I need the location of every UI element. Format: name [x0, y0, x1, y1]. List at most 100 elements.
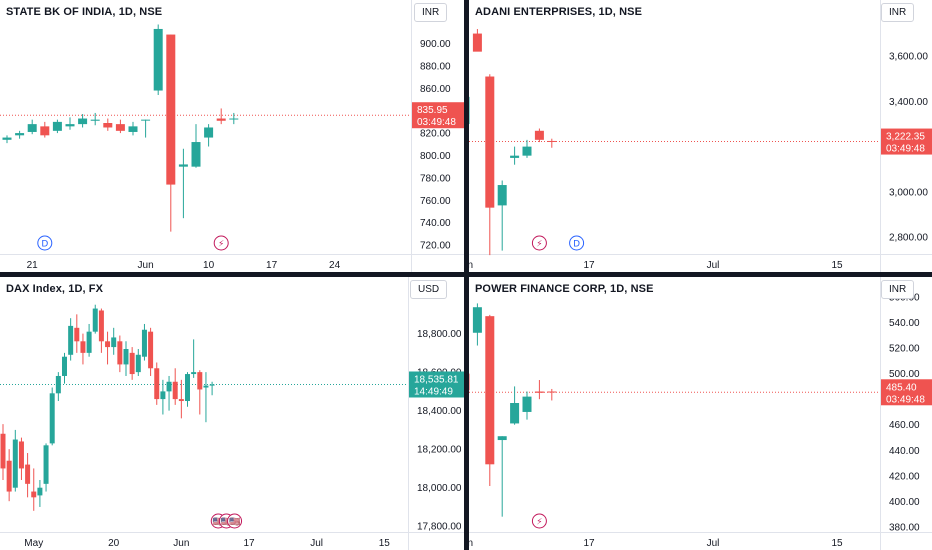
- dax-candle-body: [92, 308, 98, 332]
- pfc-currency-button[interactable]: INR: [881, 280, 915, 299]
- dax-candle: [25, 453, 31, 498]
- pfc-last-price-bg: [881, 379, 932, 406]
- dax-candle-body: [25, 464, 31, 484]
- dax-candle-body: [185, 374, 190, 402]
- sbin-last-price-bg: [412, 102, 464, 129]
- sbin-y-tick-label: 900.00: [420, 39, 451, 50]
- adani-chart[interactable]: 2,800.003,000.003,200.003,400.003,600.00…: [469, 0, 932, 272]
- pfc-candle-body: [522, 396, 532, 412]
- pfc-chart[interactable]: 380.00400.00420.00440.00460.00480.00500.…: [469, 277, 932, 550]
- dax-candle: [135, 349, 141, 376]
- sbin-candle-body: [166, 34, 176, 185]
- dax-candle: [62, 352, 67, 384]
- pfc-y-tick-label: 540.00: [889, 318, 920, 329]
- pfc-x-tick-label: 15: [831, 538, 843, 549]
- dax-candle-body: [98, 310, 104, 342]
- dax-candle-body: [117, 341, 123, 365]
- pfc-candle-body: [472, 307, 482, 333]
- dax-candle: [98, 308, 104, 353]
- pfc-event-marker: ⚡: [531, 513, 547, 529]
- adani-event-glyph: ⚡: [536, 240, 542, 250]
- dax-candle: [86, 323, 92, 357]
- dax-candle: [191, 339, 197, 378]
- dax-candle-body: [203, 385, 209, 388]
- pfc-candle-body: [497, 436, 507, 441]
- dax-currency-button[interactable]: USD: [410, 280, 448, 299]
- adani-candle: [534, 128, 544, 143]
- dax-candle-body: [49, 393, 55, 444]
- dax-x-tick-label: Jun: [173, 538, 189, 549]
- sbin-candle-body: [2, 137, 12, 140]
- dax-candle-body: [74, 327, 80, 342]
- dax-candle: [154, 362, 160, 405]
- dax-y-tick-label: 18,400.00: [417, 406, 462, 417]
- sbin-candle: [103, 118, 113, 131]
- dax-candle: [172, 368, 178, 405]
- sbin-event-glyph: D: [41, 240, 48, 250]
- pfc-candle-body: [547, 391, 557, 393]
- adani-y-tick-label: 3,000.00: [889, 187, 928, 198]
- sbin-candle: [128, 121, 138, 136]
- adani-event-glyph: D: [573, 240, 580, 250]
- sbin-countdown: 03:49:48: [417, 117, 456, 128]
- sbin-candle: [40, 121, 50, 138]
- dax-candle-body: [43, 445, 49, 484]
- dax-candle-body: [37, 487, 43, 496]
- dax-event-glyph: 🇺🇸: [221, 517, 232, 528]
- sbin-candle-body: [216, 118, 226, 121]
- dax-candle-body: [80, 341, 86, 353]
- adani-candle-body: [547, 140, 557, 142]
- chart-pane-sbin[interactable]: 720.00740.00760.00780.00800.00820.00840.…: [0, 0, 464, 272]
- adani-x-tick-label: 15: [831, 260, 843, 271]
- adani-candle-body: [472, 33, 482, 52]
- sbin-candle: [2, 135, 12, 144]
- sbin-candle-body: [52, 121, 62, 131]
- sbin-candle-body: [191, 142, 201, 167]
- adani-y-tick-label: 3,400.00: [889, 97, 928, 108]
- dax-candle-body: [105, 341, 111, 348]
- sbin-candle-body: [15, 133, 25, 136]
- dax-candle: [12, 429, 18, 492]
- sbin-chart-title[interactable]: STATE BK OF INDIA, 1D, NSE: [6, 6, 163, 18]
- adani-candle-body: [469, 96, 470, 124]
- pfc-x-tick-label: Jun: [469, 538, 473, 549]
- dax-x-tick-label: 15: [379, 538, 391, 549]
- horizontal-divider[interactable]: [0, 272, 932, 277]
- pfc-candle-body: [510, 403, 520, 424]
- dax-chart[interactable]: 17,800.0018,000.0018,200.0018,400.0018,6…: [0, 277, 464, 550]
- pfc-y-tick-label: 520.00: [889, 344, 920, 355]
- adani-chart-title[interactable]: ADANI ENTERPRISES, 1D, NSE: [475, 6, 643, 18]
- sbin-x-tick-label: 21: [27, 260, 39, 271]
- sbin-candle: [204, 124, 214, 147]
- pfc-candle: [469, 373, 470, 391]
- sbin-x-tick-label: 10: [203, 260, 215, 271]
- dax-event-glyph: 🇺🇸: [229, 517, 240, 528]
- sbin-candle: [52, 119, 62, 134]
- sbin-chart[interactable]: 720.00740.00760.00780.00800.00820.00840.…: [0, 0, 464, 272]
- dax-event-marker: 🇺🇸: [227, 513, 243, 529]
- sbin-x-tick-label: Jun: [138, 260, 154, 271]
- dax-chart-title[interactable]: DAX Index, 1D, FX: [6, 283, 104, 295]
- sbin-currency-button[interactable]: INR: [414, 3, 448, 22]
- dax-y-tick-label: 17,800.00: [417, 522, 462, 533]
- sbin-event-marker: ⚡: [213, 235, 229, 251]
- dax-candle-body: [197, 372, 203, 390]
- adani-candle-body: [510, 155, 520, 158]
- dax-candle: [111, 327, 117, 355]
- adani-y-tick-label: 2,800.00: [889, 233, 928, 244]
- chart-pane-dax[interactable]: 17,800.0018,000.0018,200.0018,400.0018,6…: [0, 277, 464, 550]
- pfc-y-tick-label: 420.00: [889, 471, 920, 482]
- sbin-last-price-value: 835.95: [417, 105, 448, 116]
- pfc-y-tick-label: 400.00: [889, 497, 920, 508]
- pfc-y-tick-label: 500.00: [889, 369, 920, 380]
- pfc-chart-title[interactable]: POWER FINANCE CORP, 1D, NSE: [475, 283, 654, 295]
- chart-pane-adani[interactable]: 2,800.003,000.003,200.003,400.003,600.00…: [469, 0, 932, 272]
- chart-pane-pfc[interactable]: 380.00400.00420.00440.00460.00480.00500.…: [469, 277, 932, 550]
- sbin-candle-body: [128, 126, 138, 132]
- adani-currency-button[interactable]: INR: [881, 3, 915, 22]
- dax-y-tick-label: 18,800.00: [417, 329, 462, 340]
- dax-candle: [117, 335, 123, 373]
